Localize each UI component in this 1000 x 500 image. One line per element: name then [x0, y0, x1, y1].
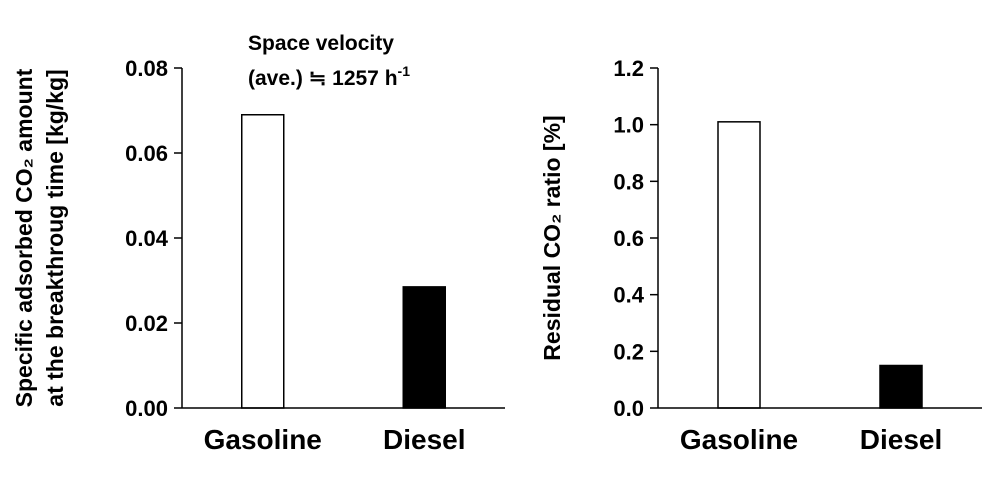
annotation-superscript: -1	[398, 63, 411, 79]
bars	[241, 114, 446, 409]
y-tick-label: 0.08	[125, 56, 168, 81]
bars	[717, 121, 923, 409]
y-axis-title: Residual CO₂ ratio [%]	[539, 115, 565, 360]
y-tick-label: 0.2	[613, 339, 644, 364]
y-tick-label: 0.04	[125, 226, 169, 251]
annotation-line1: Space velocity	[248, 32, 394, 55]
x-category-label: Diesel	[860, 424, 943, 455]
x-category-label: Diesel	[383, 424, 466, 455]
y-axis-title-line1: Specific adsorbed CO₂ amount	[11, 68, 37, 407]
y-tick-label: 1.2	[613, 56, 644, 81]
y-ticks: 0.00 0.02 0.04 0.06 0.08	[125, 56, 182, 421]
y-ticks: 0.0 0.2 0.4 0.6 0.8 1.0 1.2	[613, 56, 658, 421]
y-axis-title-line2: at the breakthroug time [kg/kg]	[42, 69, 68, 406]
y-tick-label: 0.8	[613, 169, 644, 194]
bar-diesel	[879, 364, 923, 409]
annotation-line2-text: (ave.) ≒ 1257 h	[248, 67, 398, 90]
y-tick-label: 0.06	[125, 141, 168, 166]
bar-diesel	[402, 286, 446, 409]
bar-gasoline	[717, 121, 761, 409]
y-tick-label: 0.00	[125, 396, 168, 421]
category-labels: Gasoline Diesel	[204, 424, 466, 455]
category-labels: Gasoline Diesel	[680, 424, 942, 455]
y-tick-label: 1.0	[613, 113, 644, 138]
y-tick-label: 0.4	[613, 283, 644, 308]
y-tick-label: 0.02	[125, 311, 168, 336]
bar-gasoline	[241, 114, 285, 409]
annotation-line2: (ave.) ≒ 1257 h-1	[248, 63, 410, 90]
y-tick-label: 0.6	[613, 226, 644, 251]
x-category-label: Gasoline	[204, 424, 322, 455]
chart-adsorbed-co2: Specific adsorbed CO₂ amount at the brea…	[11, 32, 505, 455]
y-tick-label: 0.0	[613, 396, 644, 421]
chart-residual-co2: Residual CO₂ ratio [%] 0.0 0.2 0.4 0.6 0.8 1.…	[539, 56, 982, 455]
x-category-label: Gasoline	[680, 424, 798, 455]
